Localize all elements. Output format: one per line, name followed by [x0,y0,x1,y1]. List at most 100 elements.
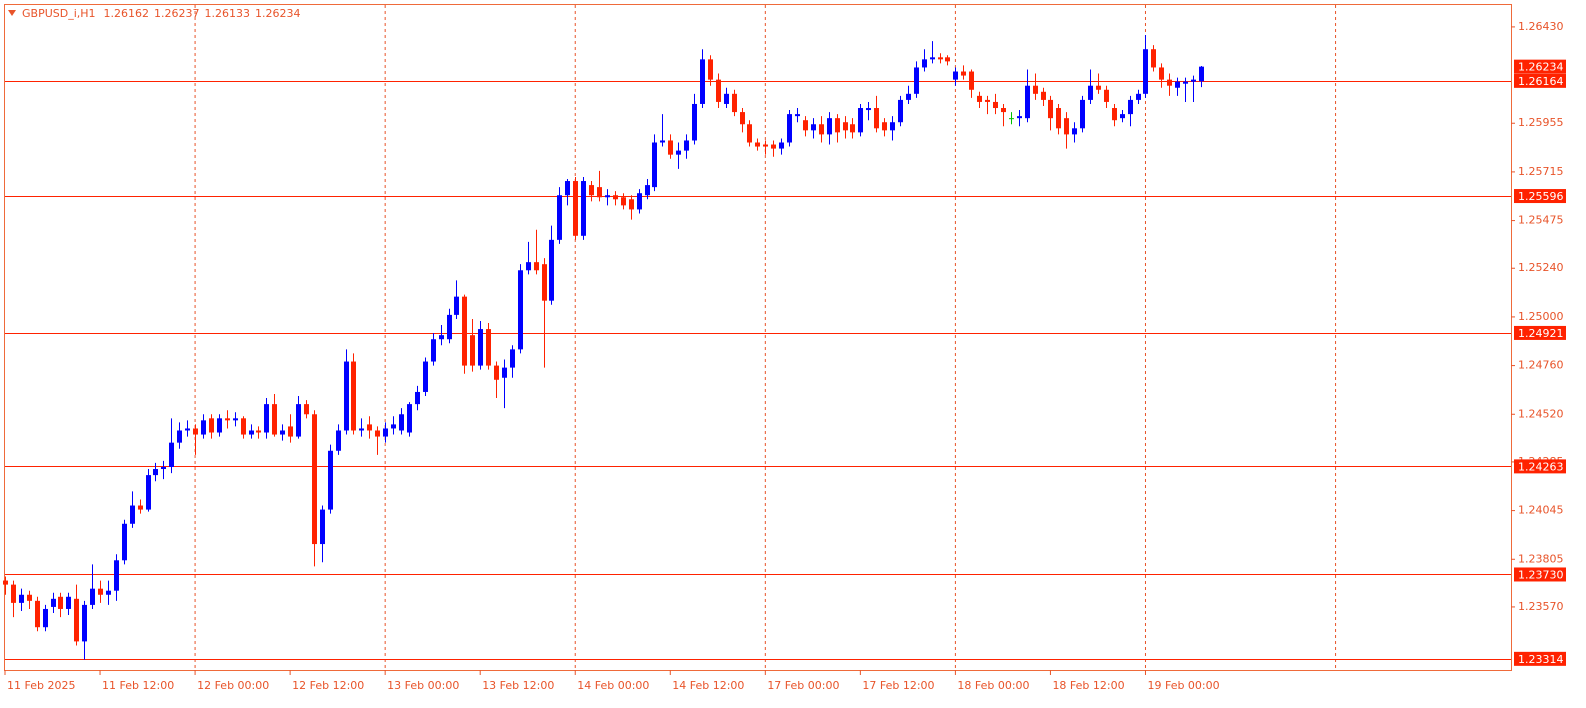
candle-body [146,475,151,510]
x-tick-label: 18 Feb 12:00 [1052,679,1124,692]
candle-body [90,588,95,605]
x-tick-label: 13 Feb 12:00 [482,679,554,692]
candle-body [415,391,420,405]
x-tick-label: 18 Feb 00:00 [957,679,1029,692]
candle-body [613,195,618,200]
candle-body [906,93,911,100]
level-box [1514,325,1566,340]
candle-body [486,329,491,366]
candle-body [843,122,848,131]
candle-body [1001,108,1006,113]
candle-body [945,57,950,62]
candle-body [391,424,396,429]
price-label: 1.26234 [1518,61,1564,74]
candle-body [447,314,452,340]
candle-body [819,124,824,135]
candle-body [1048,99,1053,119]
candle-body [383,428,388,437]
level-label: 1.26164 [1518,75,1564,88]
menu-triangle[interactable] [8,10,16,16]
candle-body [898,99,903,123]
candle-body [454,296,459,315]
candle-body [241,418,246,435]
y-tick-label: 1.24760 [1518,359,1564,372]
x-tick-label: 12 Feb 00:00 [197,679,269,692]
candle-body [985,99,990,102]
candle-body [177,430,182,443]
candle-body [961,71,966,76]
candle-body [494,365,499,380]
candle-body [708,59,713,80]
candle-body [336,430,341,451]
candle-body [478,329,483,366]
level-label: 1.25596 [1518,190,1564,203]
last-open: 1.26162 [104,7,150,20]
candle-body [652,142,657,188]
candle-body [1072,128,1077,135]
y-tick-label: 1.24045 [1518,504,1564,517]
candle-body [1143,49,1148,94]
plot-frame [4,4,1512,671]
candle-body [439,335,444,340]
candle-body [787,114,792,143]
x-tick-label: 14 Feb 12:00 [672,679,744,692]
candle-body [914,67,919,94]
candle-body [344,361,349,431]
candle-body [225,418,230,421]
level-box [1514,651,1566,666]
candle-body [589,185,594,196]
candle-body [66,596,71,609]
y-tick-label: 1.23805 [1518,552,1564,565]
level-label: 1.23730 [1518,568,1564,581]
candle-body [296,404,301,437]
candle-body [74,598,79,642]
y-tick-label: 1.25475 [1518,214,1564,227]
candle-body [51,598,56,607]
candle-body [367,424,372,431]
candle-body [35,600,40,628]
candle-body [1041,91,1046,100]
level-box [1514,459,1566,474]
candle-body [597,187,602,198]
candle-body [169,442,174,467]
candle-body [700,59,705,104]
candle-body [882,122,887,131]
plot-layer [3,5,1511,670]
candle-body [549,239,554,301]
candle-body [1104,89,1109,102]
candle-body [98,588,103,595]
candle-body [320,509,325,545]
candle-body [1025,85,1030,119]
x-tick-label: 14 Feb 00:00 [577,679,649,692]
candle-body [637,193,642,210]
y-tick-label: 1.25955 [1518,116,1564,129]
x-tick-label: 19 Feb 00:00 [1147,679,1219,692]
candle-body [993,101,998,109]
candle-body [740,112,745,125]
candle-body [771,144,776,149]
candle-body [755,142,760,147]
candle-body [1151,49,1156,68]
candle-body [1096,85,1101,90]
candle-body [930,57,935,60]
last-high: 1.26237 [154,7,200,20]
candle-body [58,596,63,609]
y-tick-label: 1.26430 [1518,20,1564,33]
candle-body [534,262,539,271]
candle-body [359,428,364,431]
candle-body [835,118,840,133]
candle-body [1191,79,1196,82]
candle-body [1080,99,1085,129]
candle-body [11,584,16,603]
candle-body [43,608,48,628]
candle-body [858,108,863,133]
candle-body [280,430,285,435]
candle-body [518,270,523,350]
candle-body [423,361,428,392]
candle-body [724,93,729,104]
candle-body [193,428,198,435]
candle-body [526,262,531,271]
candle-body [850,124,855,133]
x-tick-label: 13 Feb 00:00 [387,679,459,692]
candle-body [605,195,610,198]
